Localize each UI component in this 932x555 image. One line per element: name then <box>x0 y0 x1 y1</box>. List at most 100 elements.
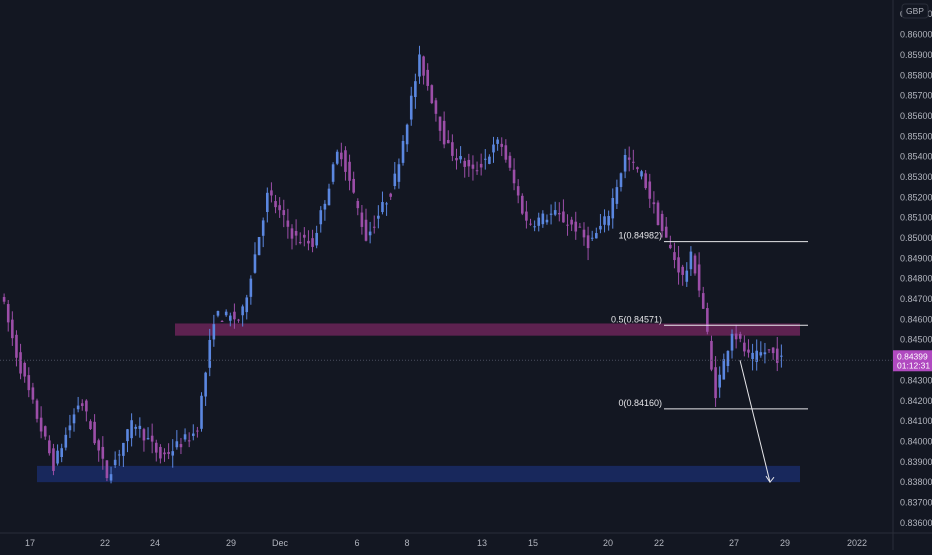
price-tick-label: 0.85500 <box>900 131 932 141</box>
price-badge-value: 0.84399 <box>897 351 928 361</box>
candle-body <box>660 213 664 232</box>
price-tick-label: 0.84600 <box>900 314 932 324</box>
candle-body <box>455 157 458 161</box>
candle-body <box>319 210 323 225</box>
candle-body <box>167 452 170 454</box>
candle-body <box>216 311 220 316</box>
price-tick-label: 0.84000 <box>900 436 932 446</box>
arrow-head <box>765 475 775 483</box>
candle-body <box>48 440 51 454</box>
time-axis[interactable]: 17 22 24 29 Dec 6 8 13 15 20 22 27 29 2022 <box>0 532 932 548</box>
price-tick-label: 0.84800 <box>900 274 932 284</box>
candle-body <box>451 142 454 156</box>
candle-body <box>163 452 166 455</box>
currency-label: GBP <box>901 3 929 19</box>
time-tick-label: 29 <box>780 538 790 548</box>
candle-body <box>627 157 631 160</box>
candle-body <box>759 352 763 356</box>
price-tick-label: 0.84500 <box>900 335 932 345</box>
candle-body <box>409 95 413 120</box>
candle-body <box>282 210 286 216</box>
candle-body <box>356 201 360 209</box>
candle-body <box>241 306 244 316</box>
candle-body <box>582 229 586 238</box>
candle-body <box>31 387 35 400</box>
candle-body <box>730 333 734 351</box>
candle-body <box>315 232 318 246</box>
resistance-zone <box>175 323 800 336</box>
candle-body <box>113 459 117 466</box>
candle-body <box>303 234 306 238</box>
candle-body <box>652 202 656 205</box>
price-tick-label: 0.84300 <box>900 375 932 385</box>
candle-body <box>294 230 298 236</box>
candle-body <box>558 213 561 215</box>
candle-body <box>422 56 425 76</box>
candle-body <box>352 178 355 193</box>
candle-body <box>718 374 721 388</box>
candle-body <box>76 405 80 410</box>
candle-body <box>15 334 18 358</box>
candle-body <box>224 311 228 316</box>
candles-layer <box>2 45 783 484</box>
candle-body <box>372 226 376 228</box>
candle-body <box>323 203 327 210</box>
candle-body <box>681 266 684 275</box>
candle-body <box>751 352 754 359</box>
fib-layer: 1(0.84982) 0.5(0.84571) 0(0.84160) <box>611 231 808 410</box>
candle-body <box>401 140 405 163</box>
candle-body <box>171 451 175 456</box>
candle-body <box>278 205 281 211</box>
candle-body <box>187 440 191 442</box>
candle-body <box>586 235 590 249</box>
candle-body <box>138 425 142 429</box>
candle-body <box>385 203 388 205</box>
time-tick-label: 17 <box>25 538 35 548</box>
candle-body <box>245 297 249 313</box>
candle-body <box>570 219 573 225</box>
candle-body <box>471 164 475 169</box>
candle-body <box>496 139 499 144</box>
candle-body <box>249 278 253 297</box>
candle-body <box>714 367 717 399</box>
candle-body <box>23 362 26 377</box>
candle-body <box>64 434 68 448</box>
candle-body <box>747 349 750 353</box>
candle-body <box>463 160 467 167</box>
candle-body <box>89 421 92 430</box>
price-tick-label: 0.85000 <box>900 233 932 243</box>
candle-body <box>693 255 697 274</box>
candle-body <box>706 308 709 332</box>
candle-body <box>35 400 39 419</box>
candle-body <box>393 173 397 187</box>
candle-body <box>685 270 689 282</box>
time-tick-label: 15 <box>528 538 538 548</box>
currency-text: GBP <box>906 6 924 16</box>
candle-body <box>771 347 775 354</box>
candle-body <box>545 219 549 223</box>
candle-body <box>335 151 339 164</box>
candle-body <box>72 414 76 424</box>
price-tick-label: 0.84700 <box>900 294 932 304</box>
candle-body <box>85 400 88 412</box>
price-tick-label: 0.83800 <box>900 477 932 487</box>
candle-body <box>574 221 578 232</box>
price-tick-label: 0.85200 <box>900 192 932 202</box>
candle-body <box>286 220 290 227</box>
time-tick-label: 6 <box>354 538 359 548</box>
candle-body <box>154 442 158 453</box>
candle-body <box>331 164 335 182</box>
candle-body <box>6 304 10 323</box>
candle-body <box>39 417 43 432</box>
candle-body <box>767 349 771 351</box>
candle-body <box>122 442 125 456</box>
candle-body <box>93 421 96 444</box>
candle-body <box>722 359 726 380</box>
candle-body <box>360 212 364 227</box>
price-axis[interactable]: 0.861000.860000.859000.858000.857000.856… <box>892 0 932 550</box>
candle-body <box>364 219 368 241</box>
time-tick-label: 29 <box>226 538 236 548</box>
